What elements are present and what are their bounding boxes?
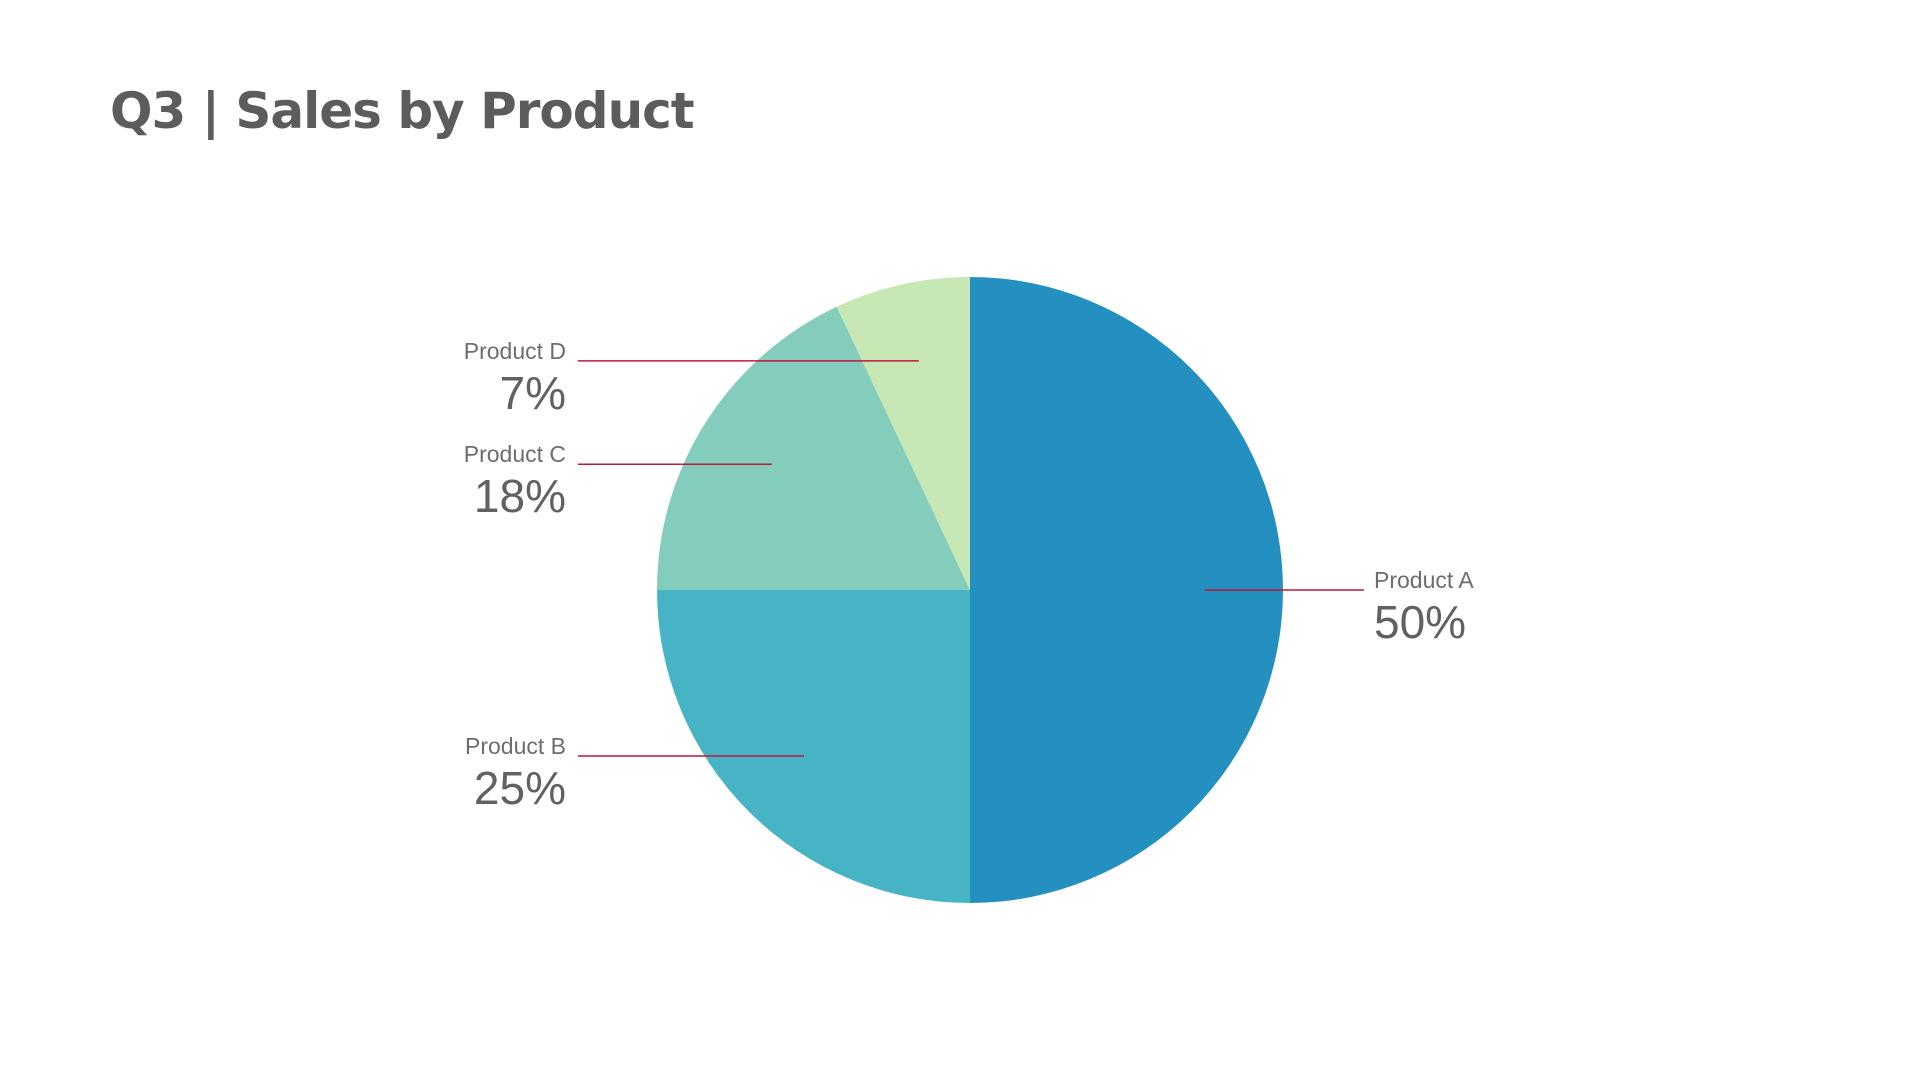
chart-title: Q3 | Sales by Product [110, 82, 695, 140]
slice-value-product-a: 50% [1374, 596, 1466, 648]
pie-slice-product-b [657, 590, 970, 903]
slice-value-product-b: 25% [474, 762, 566, 814]
slice-label-product-d: Product D [464, 338, 566, 364]
slice-label-product-b: Product B [465, 733, 566, 759]
slice-label-product-a: Product A [1374, 567, 1474, 593]
slice-value-product-c: 18% [474, 470, 566, 522]
slice-value-product-d: 7% [500, 367, 566, 419]
pie-slice-product-d [836, 277, 970, 590]
slice-label-product-c: Product C [464, 441, 566, 467]
pie-slice-product-c [657, 306, 970, 590]
pie-slice-product-a [970, 277, 1283, 903]
